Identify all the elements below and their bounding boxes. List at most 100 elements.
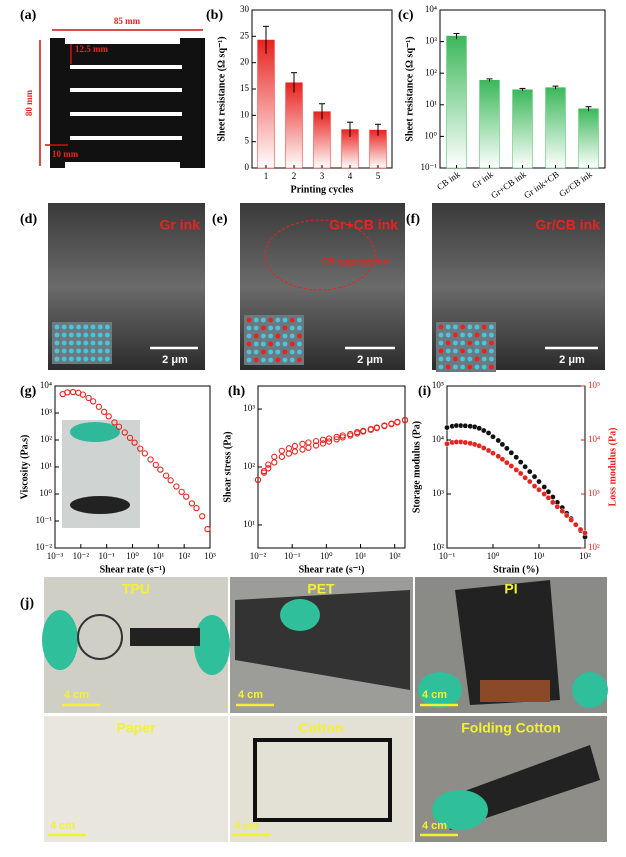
panel-label: (c) bbox=[398, 8, 414, 23]
data-point bbox=[285, 445, 293, 452]
atom bbox=[69, 340, 74, 346]
data-point bbox=[388, 420, 395, 428]
atom bbox=[467, 348, 473, 354]
atom bbox=[253, 325, 259, 331]
x-tick-label: 4 bbox=[348, 171, 353, 181]
data-point bbox=[162, 472, 170, 479]
data-point bbox=[131, 439, 138, 446]
x-tick-label: 10⁻¹ bbox=[439, 551, 456, 561]
panel-label: (a) bbox=[20, 8, 37, 23]
plot-frame bbox=[446, 385, 586, 549]
data-point bbox=[265, 461, 272, 468]
atom bbox=[445, 364, 451, 370]
atom bbox=[105, 340, 110, 346]
scale-bar-label: 4 cm bbox=[422, 820, 447, 832]
atom bbox=[261, 333, 266, 339]
atom bbox=[438, 332, 444, 338]
lattice-inset bbox=[436, 322, 496, 372]
data-point bbox=[278, 447, 286, 454]
data-point bbox=[312, 437, 320, 445]
y-tick-label: 10³ bbox=[425, 36, 437, 46]
y-tick-label: 10¹ bbox=[243, 519, 255, 529]
data-point bbox=[254, 476, 262, 484]
plot-frame bbox=[257, 385, 406, 549]
data-point bbox=[305, 439, 312, 446]
dimension-label: 80 mm bbox=[24, 89, 34, 116]
atom bbox=[275, 357, 281, 363]
data-point bbox=[462, 423, 469, 429]
atom bbox=[474, 348, 480, 354]
scale-bar-label: 4 cm bbox=[64, 689, 89, 701]
data-point bbox=[339, 432, 346, 439]
data-point bbox=[444, 441, 450, 447]
data-point bbox=[204, 525, 211, 533]
photo-label: Paper bbox=[117, 720, 156, 736]
atom bbox=[481, 340, 487, 346]
y-tick-label: 10⁰ bbox=[39, 488, 52, 498]
data-point bbox=[490, 433, 496, 440]
data-point bbox=[499, 456, 506, 463]
data-point bbox=[381, 422, 388, 430]
atom bbox=[275, 333, 281, 339]
data-point bbox=[545, 495, 552, 501]
bar bbox=[313, 111, 331, 169]
x-axis-label: Shear rate (s⁻¹) bbox=[299, 564, 365, 575]
data-point bbox=[559, 508, 566, 515]
y-tick-label: 10² bbox=[40, 434, 52, 444]
x-tick-label: 10⁰ bbox=[320, 551, 333, 561]
data-point bbox=[271, 459, 278, 466]
bar bbox=[285, 82, 303, 169]
y-tick-label: 15 bbox=[240, 83, 250, 93]
data-point bbox=[157, 466, 164, 473]
scale-bar-label: 2 μm bbox=[162, 354, 188, 366]
data-point bbox=[522, 463, 528, 470]
x-tick-label: 10⁻² bbox=[250, 551, 267, 561]
photo bbox=[44, 716, 228, 842]
panel-label: (j) bbox=[20, 596, 34, 611]
atom bbox=[253, 333, 259, 339]
data-point bbox=[444, 424, 450, 431]
panel-label: (i) bbox=[418, 384, 432, 399]
atom bbox=[275, 349, 281, 355]
atom bbox=[90, 356, 96, 362]
atom bbox=[453, 332, 458, 338]
x-tick-label: 1 bbox=[264, 171, 269, 181]
atom bbox=[275, 341, 281, 347]
atom bbox=[297, 349, 302, 355]
atom bbox=[268, 357, 273, 363]
data-point bbox=[554, 503, 561, 510]
y-tick-label: 5 bbox=[245, 136, 250, 146]
atom bbox=[481, 324, 487, 330]
y-tick-label: 10² bbox=[425, 67, 437, 77]
atom bbox=[438, 364, 444, 370]
data-point bbox=[394, 419, 401, 426]
atom bbox=[297, 341, 302, 347]
y-tick-label: 10⁻¹ bbox=[421, 162, 438, 172]
bar bbox=[446, 35, 467, 169]
panel-label: (b) bbox=[206, 8, 223, 23]
atom bbox=[97, 340, 103, 346]
atom bbox=[54, 324, 60, 330]
scale-bar-label: 2 μm bbox=[559, 354, 585, 366]
lattice-inset bbox=[52, 322, 112, 364]
y-tick-label: 10¹ bbox=[40, 461, 52, 471]
atom bbox=[453, 364, 458, 370]
atom bbox=[474, 332, 480, 338]
atom bbox=[481, 332, 487, 338]
sem-title: Gr/CB ink bbox=[535, 217, 600, 233]
atom bbox=[460, 356, 465, 362]
y-tick-label: 30 bbox=[240, 4, 250, 14]
y2-tick-label: 10² bbox=[588, 542, 600, 552]
data-point bbox=[462, 439, 469, 446]
bar bbox=[257, 39, 275, 169]
atom bbox=[289, 317, 295, 323]
data-point bbox=[333, 436, 340, 443]
bar bbox=[512, 89, 533, 169]
x-tick-label: 10⁻³ bbox=[47, 551, 64, 561]
atom bbox=[69, 324, 74, 330]
atom bbox=[253, 341, 259, 347]
scale-bar-label: 2 μm bbox=[357, 354, 383, 366]
data-point bbox=[522, 474, 528, 481]
atom bbox=[467, 356, 473, 362]
